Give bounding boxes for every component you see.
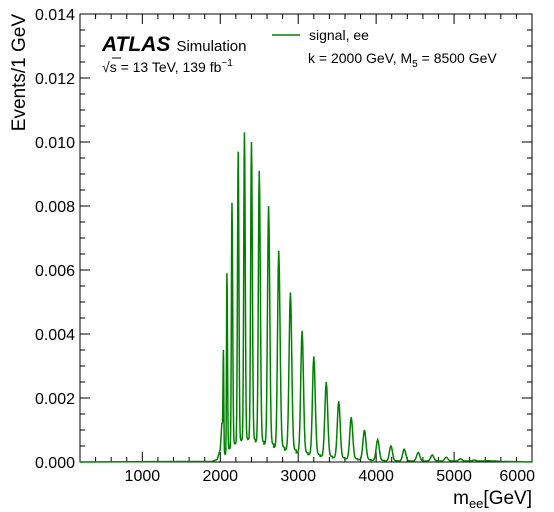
y-tick-label: 0.002 bbox=[35, 391, 75, 408]
legend-label-signal-ee: signal, ee bbox=[309, 27, 369, 43]
atlas-label: ATLAS Simulation bbox=[101, 33, 246, 56]
x-tick-label: 3000 bbox=[280, 468, 316, 485]
x-tick-label: 5000 bbox=[436, 468, 472, 485]
y-tick-label: 0.010 bbox=[35, 135, 75, 152]
plot-area bbox=[79, 13, 533, 463]
y-axis-title: Events/1 GeV bbox=[9, 14, 30, 132]
x-tick-label: 6000 bbox=[499, 468, 535, 485]
model-parameters-label: k = 2000 GeV, M5 = 8500 GeV bbox=[308, 50, 497, 70]
y-tick-label: 0.014 bbox=[35, 7, 75, 24]
y-tick-label: 0.008 bbox=[35, 199, 75, 216]
energy-lumi-label: √s = 13 TeV, 139 fb−1 bbox=[102, 58, 233, 75]
y-axis: 0.000 0.002 0.004 0.006 0.008 0.010 0.012 0.014 bbox=[35, 7, 532, 472]
y-tick-label: 0.000 bbox=[35, 455, 75, 472]
y-tick-label: 0.004 bbox=[35, 327, 75, 344]
x-tick-label: 1000 bbox=[125, 468, 161, 485]
x-tick-label: 4000 bbox=[358, 468, 394, 485]
x-axis-title: mee[GeV] bbox=[453, 488, 532, 511]
signal-ee-series-line bbox=[79, 132, 533, 463]
y-tick-label: 0.012 bbox=[35, 71, 75, 88]
y-tick-label: 0.006 bbox=[35, 263, 75, 280]
x-tick-label: 2000 bbox=[202, 468, 238, 485]
